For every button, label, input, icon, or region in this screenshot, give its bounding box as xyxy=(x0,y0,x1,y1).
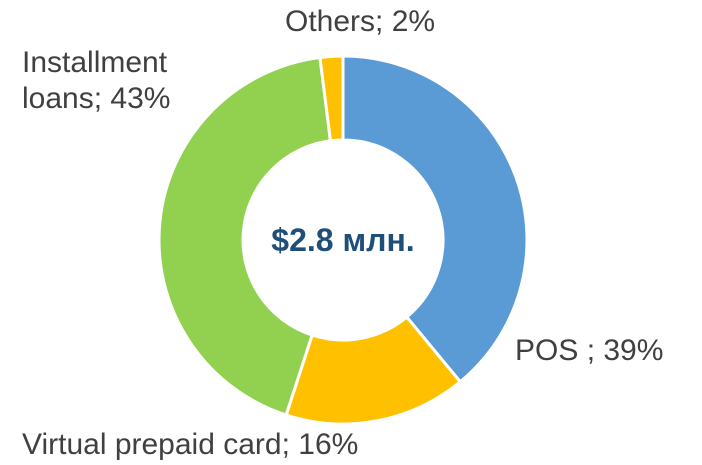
center-label: $2.8 млн. xyxy=(271,222,415,258)
data-label: Installment loans; 43% xyxy=(22,46,171,115)
donut-segment xyxy=(157,55,333,417)
donut-segment xyxy=(341,54,529,384)
donut-segment xyxy=(318,54,345,143)
data-label: Others; 2% xyxy=(285,5,436,38)
data-label: POS ; 39% xyxy=(515,334,664,367)
data-label: Virtual prepaid card; 16% xyxy=(22,428,359,461)
